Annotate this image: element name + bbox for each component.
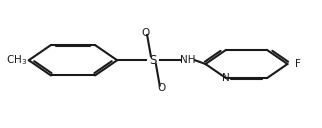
Text: NH: NH	[180, 55, 196, 65]
Text: S: S	[150, 54, 157, 67]
Text: N: N	[222, 73, 230, 83]
Text: O: O	[157, 83, 166, 93]
Text: CH$_3$: CH$_3$	[6, 53, 27, 67]
Text: F: F	[295, 59, 301, 69]
Text: O: O	[141, 28, 150, 38]
